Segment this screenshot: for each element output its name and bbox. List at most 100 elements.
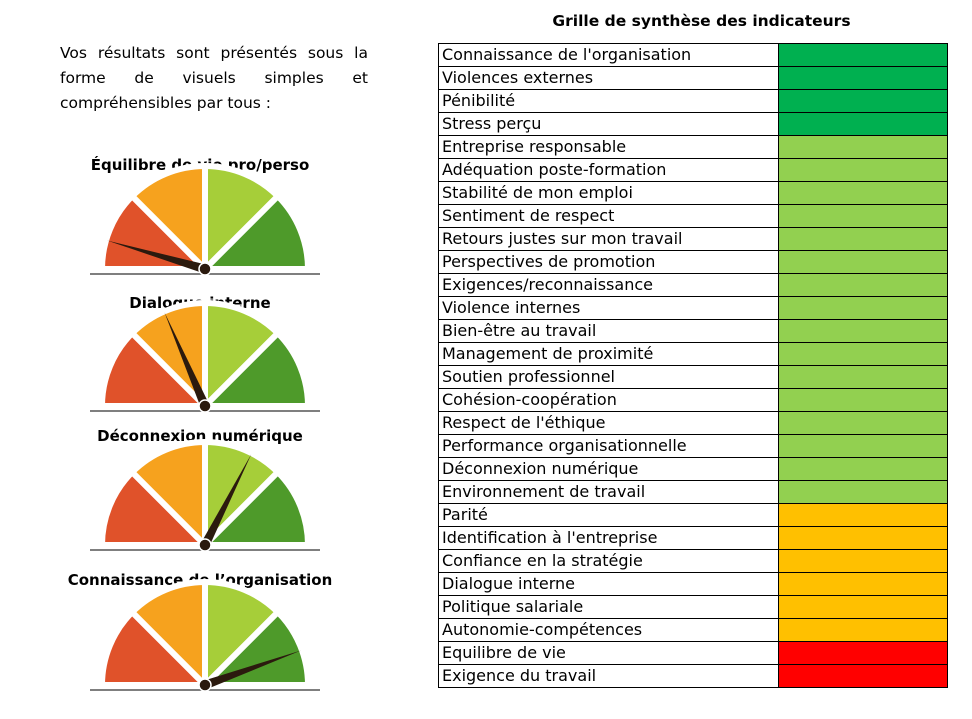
indicator-label: Equilibre de vie: [438, 641, 779, 665]
indicator-status-swatch: [778, 572, 948, 596]
indicator-status-swatch: [778, 641, 948, 665]
indicator-status-swatch: [778, 319, 948, 343]
indicator-status-swatch: [778, 296, 948, 320]
gauge-needle-hub: [198, 399, 212, 413]
gauge-needle: [200, 454, 252, 548]
indicator-row: Performance organisationnelle: [438, 434, 948, 458]
indicator-row: Violences externes: [438, 66, 948, 90]
indicator-label: Pénibilité: [438, 89, 779, 113]
gauge: [90, 300, 320, 413]
indicator-row: Parité: [438, 503, 948, 527]
gauge-needle-hub: [198, 262, 212, 276]
indicator-status-swatch: [778, 227, 948, 251]
indicator-row: Environnement de travail: [438, 480, 948, 504]
indicator-row: Exigences/reconnaissance: [438, 273, 948, 297]
indicator-row: Violence internes: [438, 296, 948, 320]
indicator-status-swatch: [778, 618, 948, 642]
indicator-label: Exigence du travail: [438, 664, 779, 688]
indicator-status-swatch: [778, 526, 948, 550]
gauge: [90, 163, 320, 276]
indicator-label: Autonomie-compétences: [438, 618, 779, 642]
indicator-label: Adéquation poste-formation: [438, 158, 779, 182]
indicator-status-swatch: [778, 480, 948, 504]
indicator-row: Autonomie-compétences: [438, 618, 948, 642]
indicator-status-swatch: [778, 664, 948, 688]
indicator-label: Violences externes: [438, 66, 779, 90]
indicator-status-swatch: [778, 365, 948, 389]
gauge-needle: [203, 650, 301, 690]
indicator-status-swatch: [778, 411, 948, 435]
indicator-row: Confiance en la stratégie: [438, 549, 948, 573]
indicator-status-swatch: [778, 89, 948, 113]
indicator-label: Environnement de travail: [438, 480, 779, 504]
indicator-row: Equilibre de vie: [438, 641, 948, 665]
indicator-row: Adéquation poste-formation: [438, 158, 948, 182]
indicator-row: Soutien professionnel: [438, 365, 948, 389]
indicator-row: Cohésion-coopération: [438, 388, 948, 412]
intro-text: Vos résultats sont présentés sous la for…: [60, 44, 368, 112]
indicator-status-swatch: [778, 181, 948, 205]
indicator-row: Stress perçu: [438, 112, 948, 136]
indicator-status-swatch: [778, 250, 948, 274]
indicator-status-swatch: [778, 66, 948, 90]
gauge-segment-dark-green: [202, 469, 311, 548]
indicator-label: Entreprise responsable: [438, 135, 779, 159]
indicator-label: Dialogue interne: [438, 572, 779, 596]
indicator-status-swatch: [778, 388, 948, 412]
indicator-status-swatch: [778, 503, 948, 527]
indicator-status-swatch: [778, 273, 948, 297]
indicator-label: Retours justes sur mon travail: [438, 227, 779, 251]
indicator-row: Exigence du travail: [438, 664, 948, 688]
indicator-status-swatch: [778, 158, 948, 182]
indicator-row: Identification à l'entreprise: [438, 526, 948, 550]
gauge-needle-hub: [198, 678, 212, 692]
indicator-row: Management de proximité: [438, 342, 948, 366]
gauge-title: Déconnexion numérique: [97, 427, 303, 445]
indicator-label: Politique salariale: [438, 595, 779, 619]
indicator-label: Sentiment de respect: [438, 204, 779, 228]
indicator-row: Connaissance de l'organisation: [438, 43, 948, 67]
indicator-label: Connaissance de l'organisation: [438, 43, 779, 67]
indicator-label: Déconnexion numérique: [438, 457, 779, 481]
indicator-status-swatch: [778, 549, 948, 573]
indicator-label: Stabilité de mon emploi: [438, 181, 779, 205]
indicator-row: Respect de l'éthique: [438, 411, 948, 435]
indicator-label: Management de proximité: [438, 342, 779, 366]
gauge-segment-dark-green: [202, 609, 311, 688]
indicator-grid: Connaissance de l'organisation Violences …: [438, 43, 948, 688]
indicator-row: Perspectives de promotion: [438, 250, 948, 274]
indicator-status-swatch: [778, 112, 948, 136]
indicator-status-swatch: [778, 204, 948, 228]
indicator-label: Violence internes: [438, 296, 779, 320]
indicator-row: Stabilité de mon emploi: [438, 181, 948, 205]
indicator-label: Bien-être au travail: [438, 319, 779, 343]
indicator-row: Sentiment de respect: [438, 204, 948, 228]
indicator-row: Dialogue interne: [438, 572, 948, 596]
gauge: [90, 579, 320, 692]
indicator-label: Respect de l'éthique: [438, 411, 779, 435]
gauge: [90, 439, 320, 552]
indicator-label: Cohésion-coopération: [438, 388, 779, 412]
indicator-row: Déconnexion numérique: [438, 457, 948, 481]
table-title: Grille de synthèse des indicateurs: [552, 12, 851, 30]
indicator-label: Performance organisationnelle: [438, 434, 779, 458]
indicator-status-swatch: [778, 135, 948, 159]
indicator-label: Parité: [438, 503, 779, 527]
indicator-status-swatch: [778, 434, 948, 458]
indicator-row: Entreprise responsable: [438, 135, 948, 159]
indicator-label: Perspectives de promotion: [438, 250, 779, 274]
indicator-row: Retours justes sur mon travail: [438, 227, 948, 251]
indicator-row: Bien-être au travail: [438, 319, 948, 343]
indicator-label: Exigences/reconnaissance: [438, 273, 779, 297]
indicator-label: Identification à l'entreprise: [438, 526, 779, 550]
gauge-needle: [164, 312, 210, 408]
indicator-status-swatch: [778, 595, 948, 619]
indicator-row: Politique salariale: [438, 595, 948, 619]
indicator-label: Confiance en la stratégie: [438, 549, 779, 573]
indicator-label: Stress perçu: [438, 112, 779, 136]
gauge-segment-dark-green: [202, 330, 311, 409]
indicator-status-swatch: [778, 457, 948, 481]
indicator-row: Pénibilité: [438, 89, 948, 113]
indicator-status-swatch: [778, 342, 948, 366]
gauge-needle: [107, 240, 207, 274]
